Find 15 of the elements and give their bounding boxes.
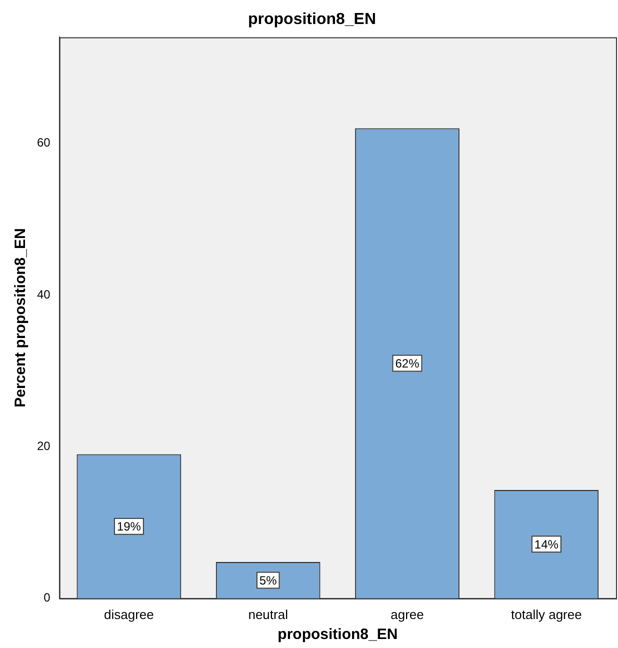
y-tick-label: 20	[36, 439, 51, 454]
y-tick-label: 0	[44, 590, 51, 605]
x-tick-label: totally agree	[511, 606, 582, 622]
y-axis-title: Percent proposition8_EN	[12, 228, 30, 408]
data-label: 5%	[259, 574, 278, 588]
x-tick-label: disagree	[104, 606, 154, 622]
y-tick-label: 60	[36, 136, 51, 150]
x-tick-label: agree	[390, 606, 424, 622]
data-label: 62%	[395, 356, 420, 371]
data-label: 19%	[116, 520, 142, 534]
x-axis-title: proposition8_EN	[278, 626, 398, 644]
y-tick-label: 40	[36, 287, 51, 302]
data-label: 14%	[534, 537, 559, 552]
x-tick-label: neutral	[248, 606, 288, 622]
chart-title: proposition8_EN	[248, 11, 376, 28]
